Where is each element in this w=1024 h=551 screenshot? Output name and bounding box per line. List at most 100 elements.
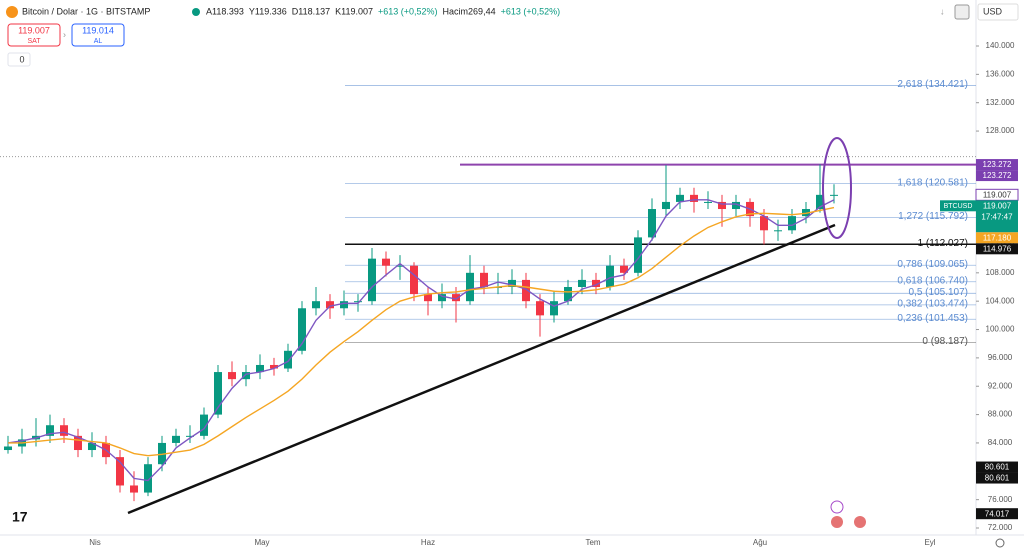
- candle-body: [46, 425, 54, 436]
- candle-body: [410, 265, 418, 295]
- candle-body: [256, 364, 264, 373]
- candle-body: [242, 372, 250, 380]
- candle-body: [480, 272, 488, 287]
- buy-price: 119.014: [82, 25, 114, 35]
- sell-button[interactable]: [7, 23, 61, 47]
- candle-body: [830, 194, 838, 196]
- y-tick-label: 96.000: [988, 353, 1013, 362]
- candle-body: [452, 294, 460, 302]
- candle-body: [592, 279, 600, 287]
- price-badge: [976, 243, 1018, 255]
- candle-body: [158, 442, 166, 465]
- fib-label: 1,618 (120.581): [897, 177, 968, 188]
- y-tick-label: 104.000: [986, 296, 1015, 305]
- flag-icon[interactable]: [854, 516, 866, 528]
- candle-body: [564, 287, 572, 302]
- candle-body: [354, 301, 362, 303]
- y-tick-label: 128.000: [986, 126, 1015, 135]
- candle-body: [130, 485, 138, 493]
- flag-icon[interactable]: [831, 516, 843, 528]
- candle-body: [816, 194, 824, 210]
- price-badge: [976, 472, 1018, 484]
- btc-icon: [6, 6, 18, 18]
- countdown: 17:47:47: [981, 212, 1013, 221]
- candle-body: [788, 216, 796, 231]
- candle-body: [270, 364, 278, 369]
- candle-body: [396, 265, 404, 267]
- ohlc-value: K119.007: [335, 6, 373, 16]
- y-tick-label: 136.000: [986, 69, 1015, 78]
- candle-body: [690, 194, 698, 202]
- fib-label: 0,5 (105.107): [909, 287, 969, 298]
- spread-arrow: ›: [63, 29, 66, 39]
- ohlc-value: Y119.336: [249, 6, 287, 16]
- badge-price: 119.007: [983, 201, 1012, 210]
- ohlc-value: A118.393: [206, 6, 244, 16]
- badge-price: 117.180: [983, 233, 1012, 242]
- candle-body: [382, 258, 390, 266]
- x-tick-label: Nis: [89, 538, 101, 547]
- candle-body: [186, 435, 194, 437]
- settings-icon[interactable]: [995, 538, 1005, 548]
- candle-body: [620, 265, 628, 273]
- ohlc-value: Hacim269,44: [443, 6, 496, 16]
- x-tick-label: May: [254, 538, 269, 547]
- symbol-badge: [940, 200, 976, 212]
- candle-body: [550, 301, 558, 316]
- price-badge: [976, 200, 1018, 233]
- fib-label: 0,236 (101.453): [897, 313, 968, 324]
- candle-body: [536, 301, 544, 316]
- moving-average: [8, 206, 835, 457]
- candle-body: [578, 279, 586, 287]
- candle-body: [662, 201, 670, 210]
- candle-body: [228, 372, 236, 380]
- fib-label: 1,272 (115.792): [898, 211, 968, 222]
- sell-label: SAT: [27, 38, 41, 45]
- x-tick-label: Ağu: [753, 538, 767, 547]
- candle-body: [774, 230, 782, 232]
- candle-body: [144, 464, 152, 493]
- fib-label: 1 (112.027): [918, 238, 968, 249]
- buy-button[interactable]: [71, 23, 125, 47]
- currency-select[interactable]: [977, 3, 1019, 21]
- candle-body: [648, 209, 656, 238]
- plot: 140.000136.000132.000128.000112.000108.0…: [0, 41, 1019, 547]
- event-icon[interactable]: [830, 500, 844, 514]
- fib-label: 0,382 (103.474): [897, 299, 968, 310]
- price-badge: [976, 232, 1018, 244]
- candle-body: [214, 372, 222, 415]
- ohlc-value: +613 (+0,52%): [501, 6, 561, 16]
- candle-body: [522, 279, 530, 302]
- price-badge: [976, 170, 1018, 182]
- indicator-toggle[interactable]: [7, 52, 31, 67]
- badge-price: 74.017: [985, 509, 1010, 518]
- candle-body: [438, 294, 446, 302]
- badge-price: 114.976: [983, 244, 1012, 253]
- badge-price: 123.272: [983, 160, 1012, 169]
- fib-label: 2,618 (134.421): [897, 79, 968, 90]
- candle-body: [298, 308, 306, 351]
- indicator-count: 0: [19, 54, 24, 64]
- candle-body: [606, 265, 614, 287]
- y-tick-label: 108.000: [986, 268, 1015, 277]
- y-tick-label: 84.000: [988, 438, 1013, 447]
- fib-label: 0 (98.187): [922, 336, 968, 347]
- candle-body: [732, 201, 740, 210]
- candle-body: [466, 272, 474, 302]
- symbol-name: BTCUSD: [944, 203, 973, 210]
- y-tick-label: 92.000: [988, 381, 1013, 390]
- y-tick-label: 88.000: [988, 410, 1013, 419]
- buy-label: AL: [94, 38, 103, 45]
- price-badge: [976, 159, 1018, 171]
- candle-body: [760, 216, 768, 231]
- x-tick-label: Tem: [585, 538, 600, 547]
- snapshot-button[interactable]: [954, 4, 970, 20]
- candle-body: [340, 301, 348, 309]
- download-icon[interactable]: ↓: [940, 6, 945, 16]
- price-badge: [976, 508, 1018, 520]
- y-tick-label: 140.000: [986, 41, 1015, 50]
- candle-body: [424, 294, 432, 302]
- badge-price: 80.601: [985, 463, 1010, 472]
- market-status: [192, 8, 200, 16]
